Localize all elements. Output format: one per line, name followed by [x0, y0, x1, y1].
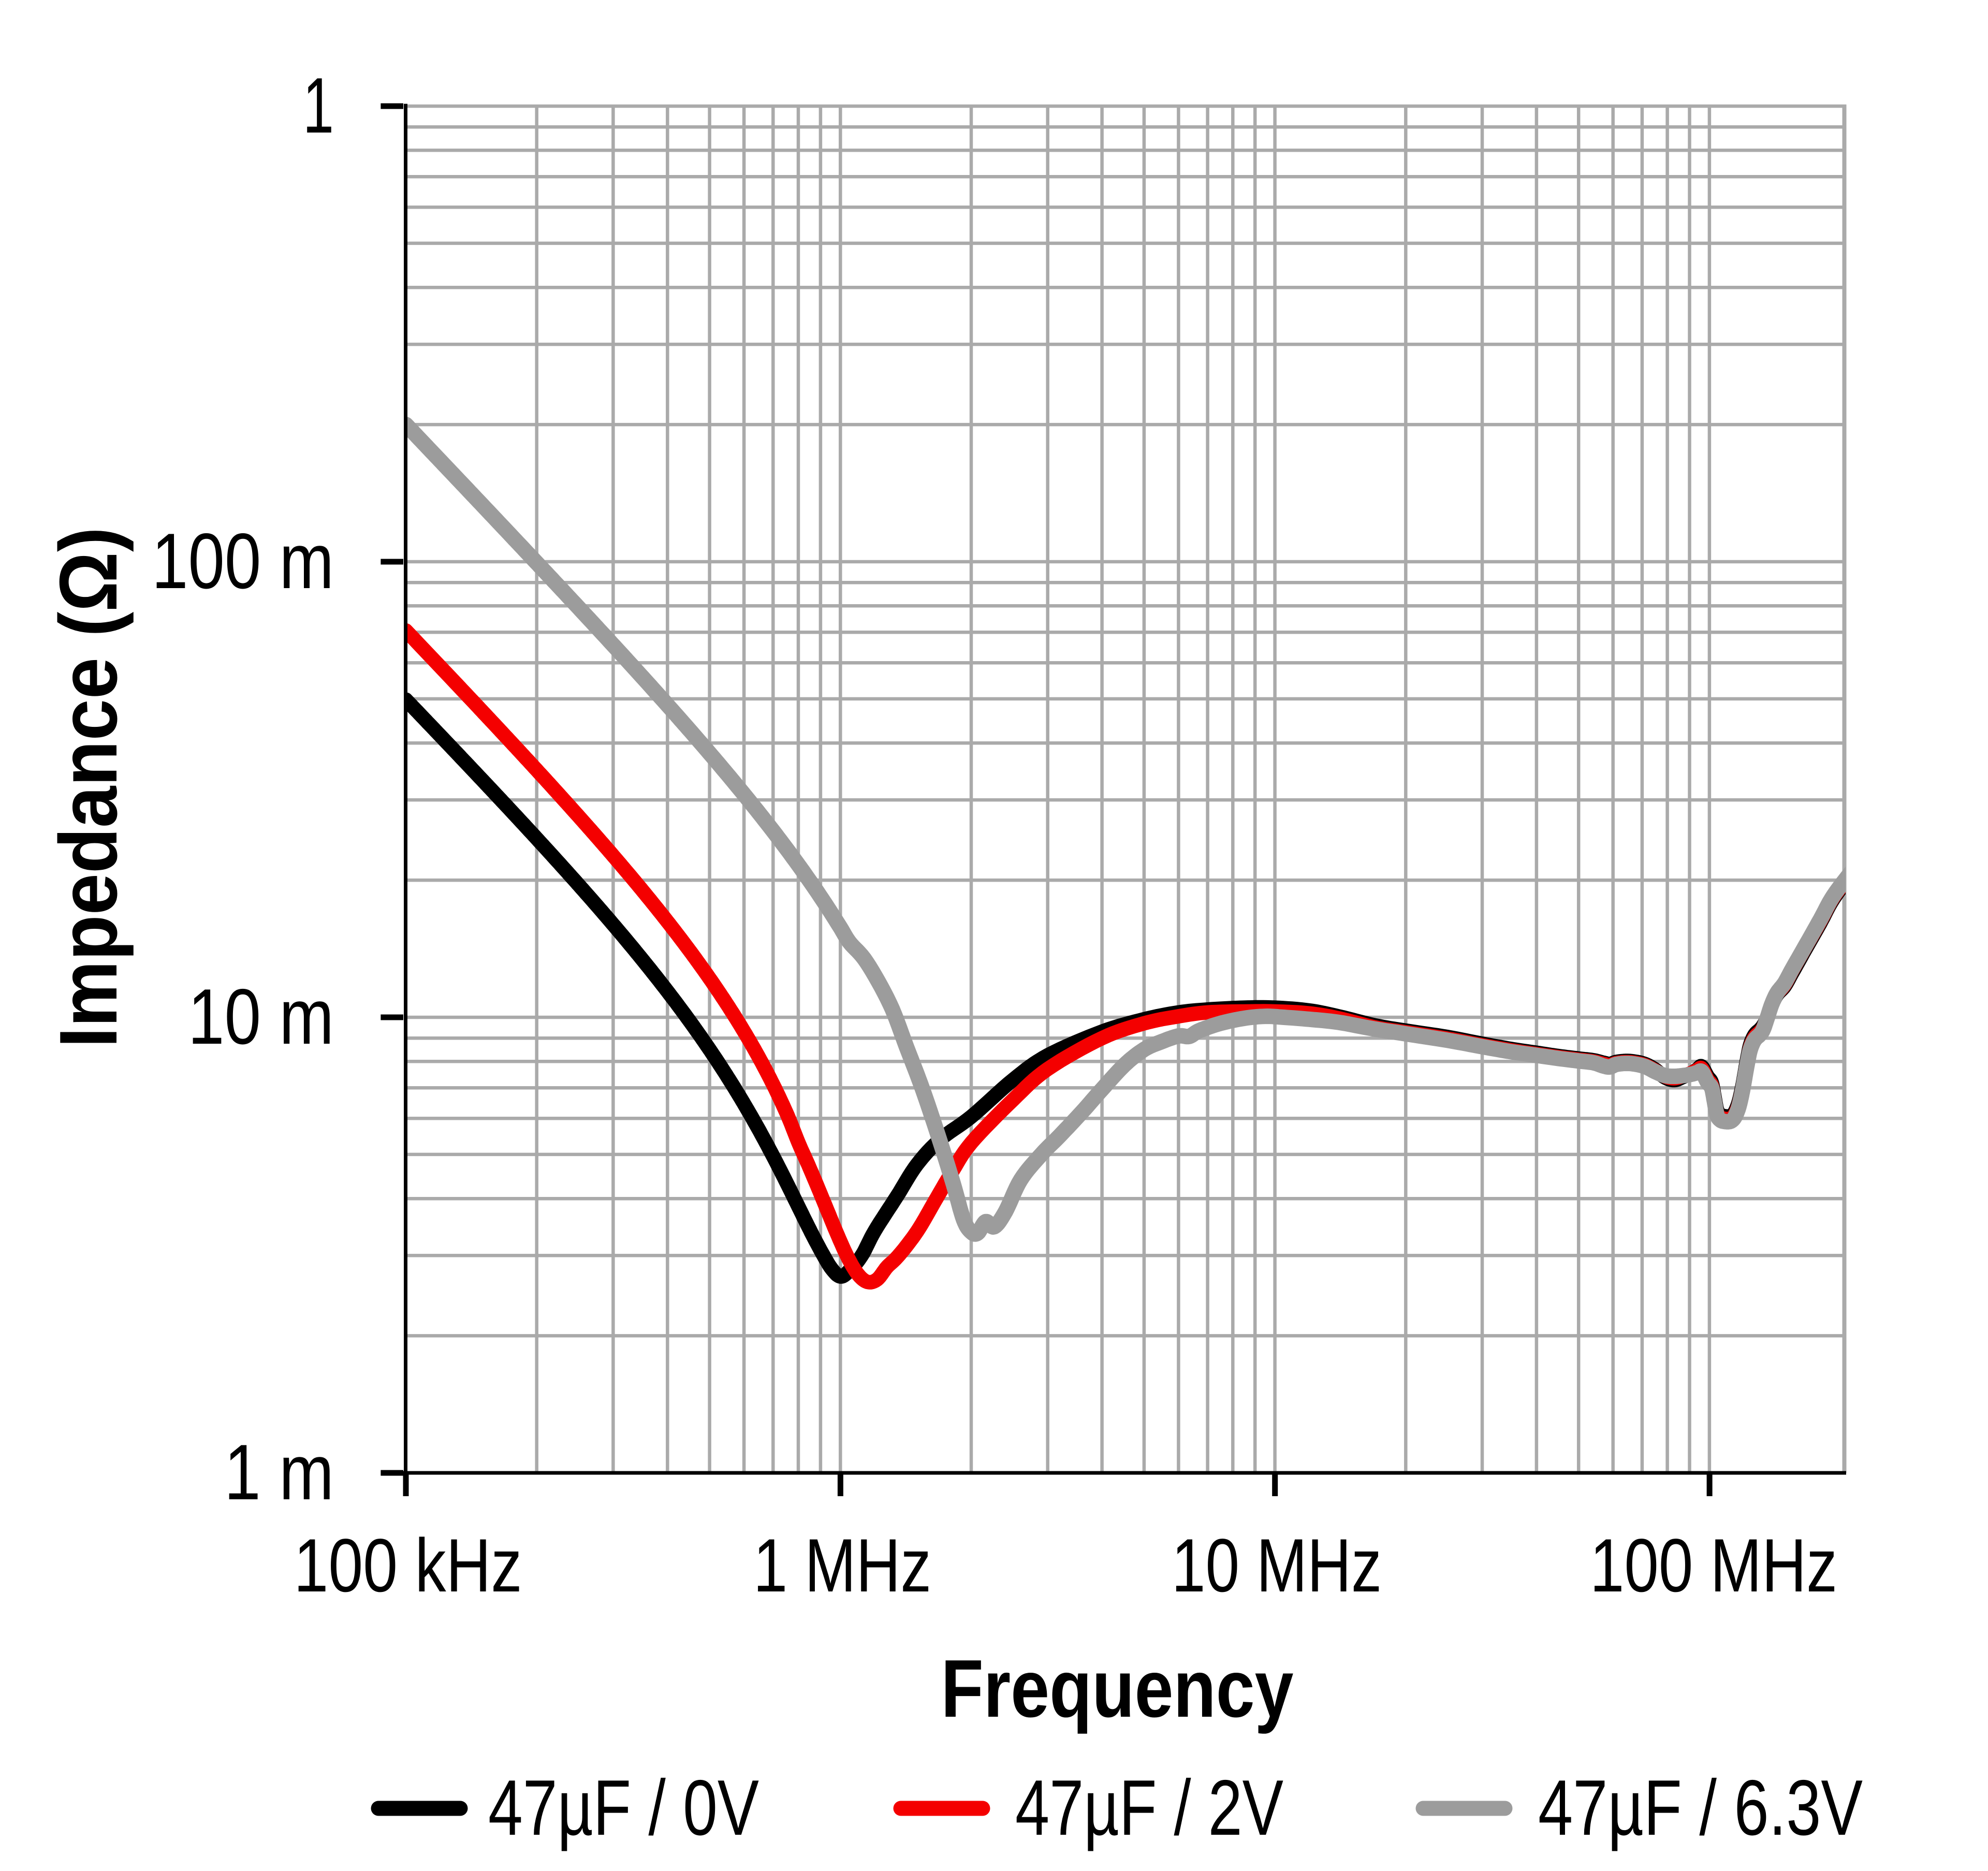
- svg-text:1: 1: [303, 62, 334, 150]
- svg-text:47µF / 6.3V: 47µF / 6.3V: [1538, 1764, 1863, 1852]
- svg-text:47µF / 2V: 47µF / 2V: [1015, 1764, 1283, 1852]
- svg-text:100 m: 100 m: [152, 517, 334, 605]
- svg-text:1 m: 1 m: [224, 1428, 334, 1516]
- svg-text:100 kHz: 100 kHz: [294, 1523, 522, 1607]
- svg-text:Frequency: Frequency: [941, 1643, 1294, 1734]
- svg-text:100 MHz: 100 MHz: [1590, 1523, 1837, 1607]
- svg-text:1 MHz: 1 MHz: [753, 1523, 931, 1607]
- svg-text:47µF / 0V: 47µF / 0V: [488, 1764, 759, 1852]
- svg-text:10 MHz: 10 MHz: [1172, 1523, 1382, 1607]
- svg-text:Impedance (Ω): Impedance (Ω): [43, 527, 134, 1048]
- svg-text:10 m: 10 m: [188, 973, 334, 1061]
